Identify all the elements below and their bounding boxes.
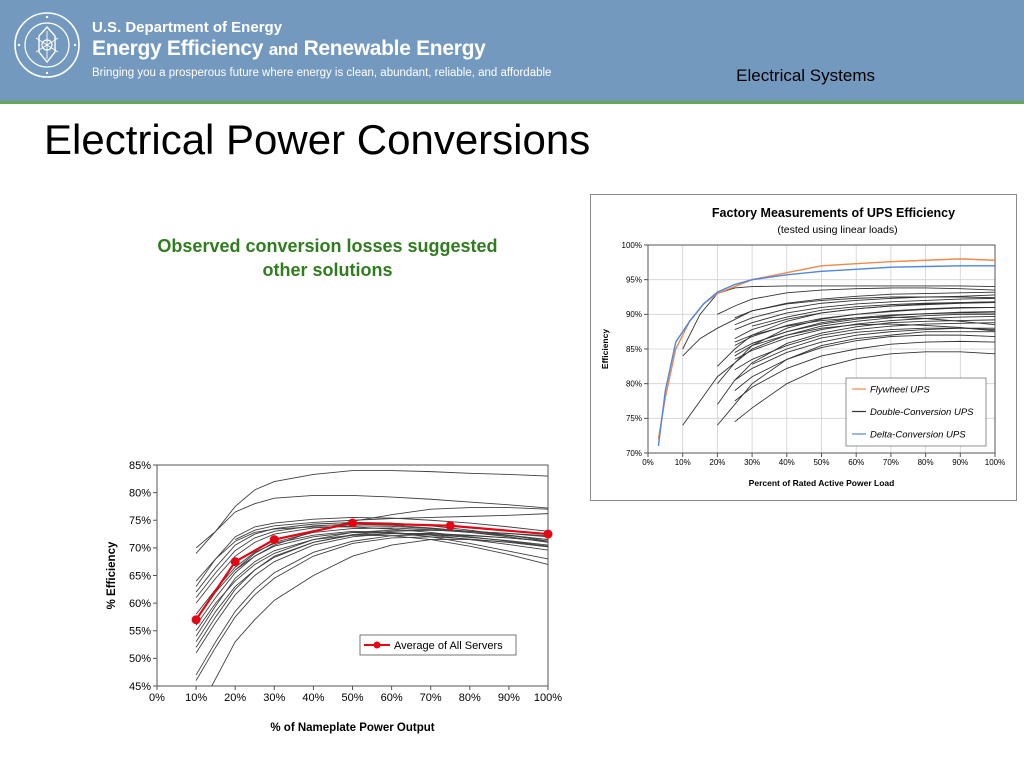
server-efficiency-line	[195, 527, 549, 620]
office-name-joiner: and	[268, 40, 299, 59]
server-efficiency-line	[195, 526, 549, 582]
server-efficiency-line	[235, 513, 549, 540]
server-x-tick-label: 90%	[498, 692, 520, 704]
banner-divider	[0, 101, 1024, 104]
subtitle-line-1: Observed conversion losses suggested	[157, 236, 498, 256]
server-x-tick-label: 70%	[420, 692, 442, 704]
server-efficiency-line	[195, 533, 549, 648]
server-efficiency-line	[195, 525, 549, 604]
server-efficiency-line	[195, 522, 549, 593]
server-y-tick-label: 50%	[129, 653, 151, 665]
server-efficiency-line	[195, 470, 549, 554]
server-efficiency-line	[195, 534, 549, 676]
average-all-servers-point	[348, 518, 357, 528]
average-all-servers-point	[269, 535, 279, 545]
server-efficiency-line	[195, 529, 549, 643]
server-x-axis-label: % of Nameplate Power Output	[270, 722, 434, 734]
server-y-tick-label: 70%	[129, 543, 151, 555]
server-y-tick-label: 80%	[129, 487, 151, 499]
average-all-servers-point	[445, 521, 455, 531]
server-efficiency-line	[195, 533, 549, 654]
server-x-tick-label: 40%	[302, 692, 324, 704]
doe-seal-icon	[14, 12, 80, 78]
server-x-tick-label: 0%	[149, 692, 165, 704]
server-y-axis-label: % Efficiency	[106, 541, 118, 609]
subtitle-line-2: other solutions	[262, 260, 393, 280]
ups-chart-frame	[590, 194, 1017, 501]
average-all-servers-point	[230, 557, 240, 567]
server-y-tick-label: 65%	[129, 570, 151, 582]
server-legend	[359, 634, 517, 656]
server-x-tick-label: 80%	[459, 692, 481, 704]
server-efficiency-line	[195, 531, 549, 626]
server-x-tick-label: 20%	[224, 692, 246, 704]
server-y-tick-label: 45%	[129, 681, 151, 693]
server-efficiency-line	[195, 530, 549, 615]
section-label: Electrical Systems	[736, 66, 875, 85]
server-efficiency-line	[211, 539, 549, 687]
average-all-servers-point	[191, 615, 201, 625]
average-all-servers-line	[195, 521, 549, 621]
server-x-tick-label: 60%	[381, 692, 403, 704]
average-all-servers-point	[543, 529, 553, 539]
office-name: Energy Efficiency and Renewable Energy	[92, 37, 486, 61]
server-efficiency-line	[195, 494, 549, 549]
server-x-tick-label: 30%	[263, 692, 285, 704]
server-efficiency-line	[234, 507, 549, 571]
server-y-tick-label: 75%	[129, 515, 151, 527]
server-efficiency-line	[195, 529, 549, 632]
header-banner: U.S. Department of Energy Energy Efficie…	[0, 0, 1024, 101]
server-efficiency-line	[195, 517, 549, 587]
server-x-tick-label: 10%	[185, 692, 207, 704]
office-name-part1: Energy Efficiency	[92, 37, 264, 60]
server-efficiency-line	[195, 534, 549, 637]
server-y-tick-label: 55%	[129, 626, 151, 638]
server-x-tick-label: 100%	[534, 692, 562, 704]
server-y-tick-label: 85%	[129, 460, 151, 472]
server-legend-marker	[373, 641, 381, 649]
server-x-tick-label: 50%	[341, 692, 363, 704]
server-plot-area	[156, 464, 549, 687]
slide-title: Electrical Power Conversions	[44, 116, 591, 163]
server-efficiency-line	[195, 536, 549, 681]
office-name-part2: Renewable Energy	[303, 37, 486, 60]
slide-subtitle: Observed conversion losses suggested oth…	[130, 234, 525, 282]
agency-name: U.S. Department of Energy	[92, 19, 283, 36]
server-y-tick-label: 60%	[129, 598, 151, 610]
server-efficiency-line	[195, 523, 549, 598]
tagline: Bringing you a prosperous future where e…	[92, 67, 552, 79]
server-legend-label: Average of All Servers	[394, 640, 503, 652]
